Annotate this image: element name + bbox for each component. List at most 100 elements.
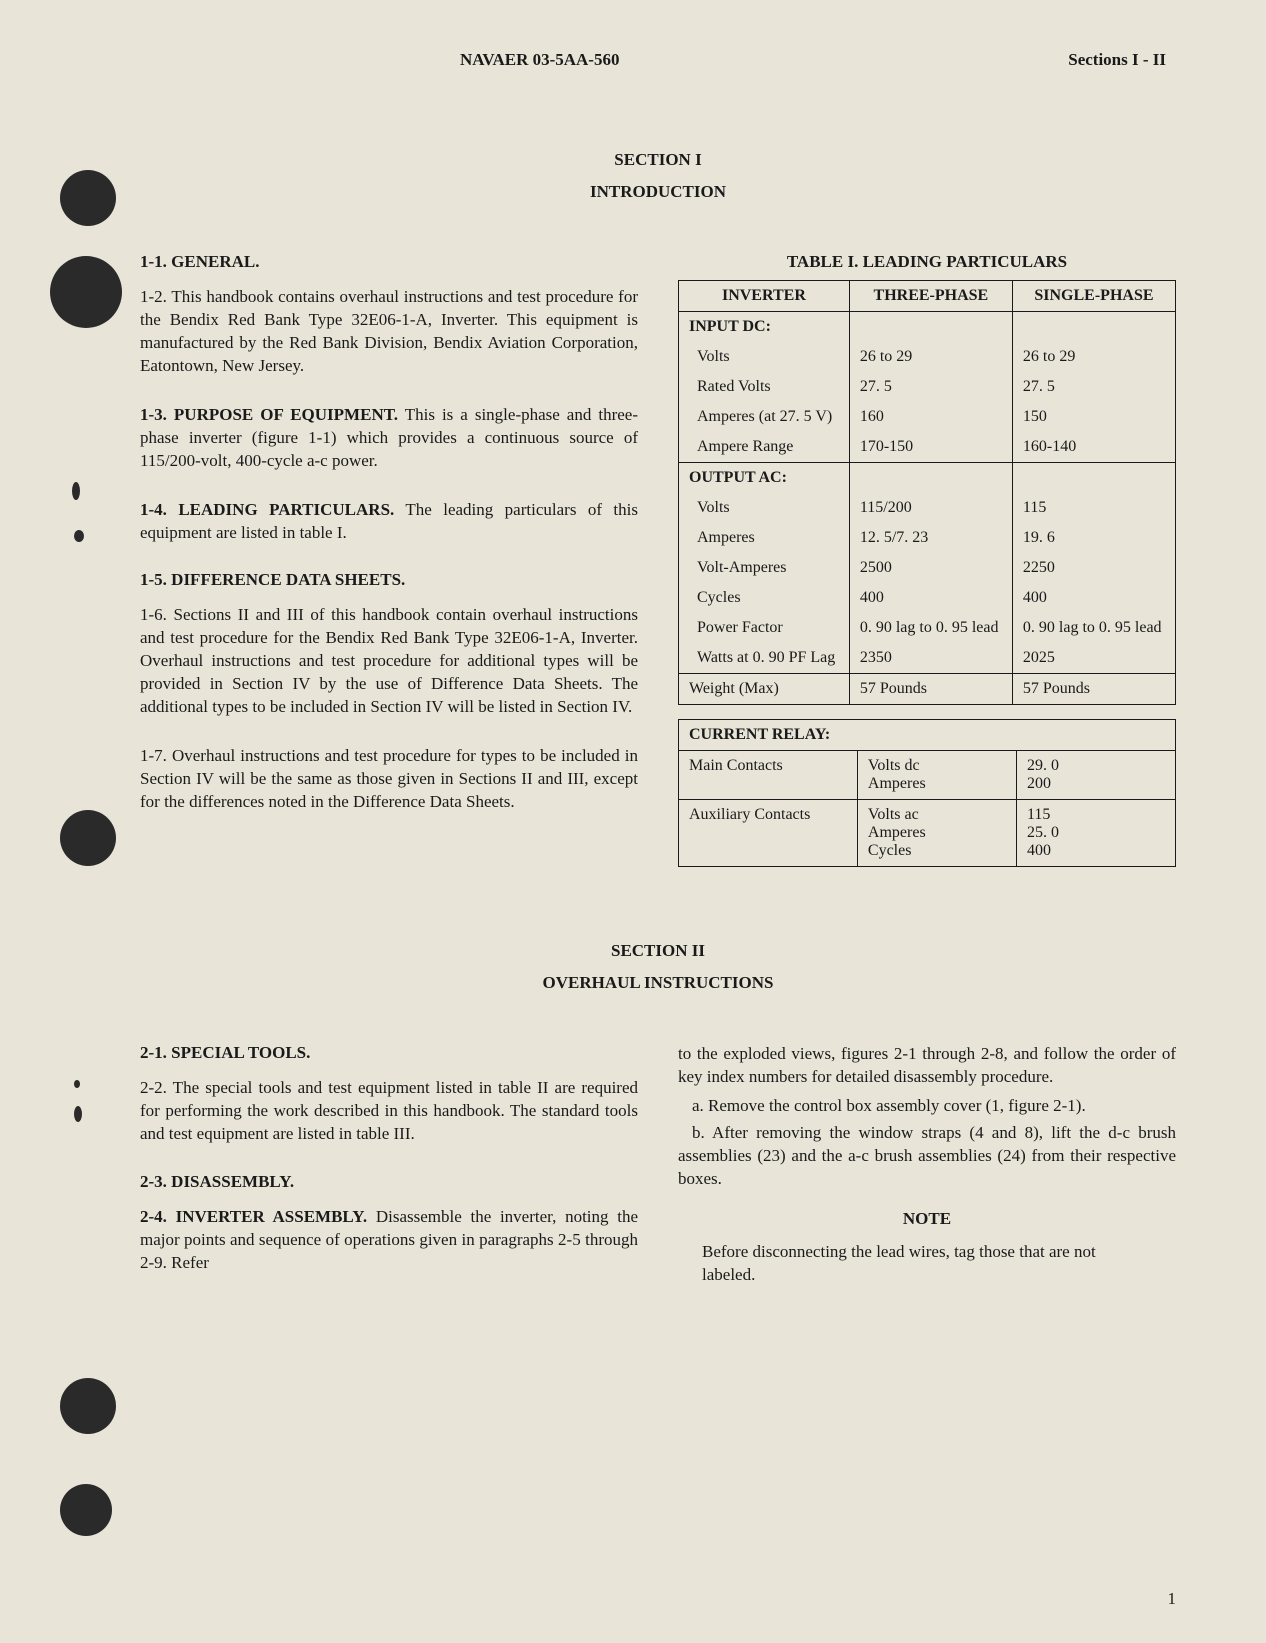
output-ac-section: OUTPUT AC: <box>679 463 850 494</box>
table-row: INPUT DC: <box>679 312 1176 343</box>
section-2-left-column: 2-1. SPECIAL TOOLS. 2-2. The special too… <box>140 1043 638 1287</box>
para-1-6: 1-6. Sections II and III of this handboo… <box>140 604 638 719</box>
cell-value: 0. 90 lag to 0. 95 lead <box>849 613 1012 643</box>
table-1-caption: TABLE I. LEADING PARTICULARS <box>678 252 1176 272</box>
cell-value: 170-150 <box>849 432 1012 463</box>
table-row: Amperes 12. 5/7. 23 19. 6 <box>679 523 1176 553</box>
cell-label: Volts <box>679 342 850 372</box>
table-row: Auxiliary Contacts Volts ac Amperes Cycl… <box>679 800 1176 867</box>
table-row: Ampere Range 170-150 160-140 <box>679 432 1176 463</box>
cell-value: 160-140 <box>1012 432 1175 463</box>
para-2-4-runin: 2-4. INVERTER ASSEMBLY. <box>140 1207 367 1226</box>
cell-label: Amperes <box>679 523 850 553</box>
para-1-1-heading: 1-1. GENERAL. <box>140 252 638 272</box>
cell-value: 115/200 <box>849 493 1012 523</box>
section-1-columns: 1-1. GENERAL. 1-2. This handbook contain… <box>140 252 1176 881</box>
step-b: b. After removing the window straps (4 a… <box>678 1122 1176 1191</box>
section-2-columns: 2-1. SPECIAL TOOLS. 2-2. The special too… <box>140 1043 1176 1287</box>
section-2-heading: SECTION II <box>140 941 1176 961</box>
cell-value: 2350 <box>849 643 1012 674</box>
section-range: Sections I - II <box>1068 50 1166 70</box>
para-1-4: 1-4. LEADING PARTICULARS. The leading pa… <box>140 499 638 545</box>
document-page: NAVAER 03-5AA-560 Sections I - II SECTIO… <box>0 0 1266 1387</box>
cell-value: Volts dc Amperes <box>857 751 1016 800</box>
table-row: Main Contacts Volts dc Amperes 29. 0 200 <box>679 751 1176 800</box>
cell-label: Rated Volts <box>679 372 850 402</box>
cell-value: 29. 0 200 <box>1016 751 1175 800</box>
cell-label: Ampere Range <box>679 432 850 463</box>
table-row: Volts 115/200 115 <box>679 493 1176 523</box>
table-2-current-relay: CURRENT RELAY: Main Contacts Volts dc Am… <box>678 719 1176 867</box>
cell-label: Amperes (at 27. 5 V) <box>679 402 850 432</box>
cell-value: Volts ac Amperes Cycles <box>857 800 1016 867</box>
table-row: Power Factor 0. 90 lag to 0. 95 lead 0. … <box>679 613 1176 643</box>
cell-value: 27. 5 <box>849 372 1012 402</box>
section-2-subheading: OVERHAUL INSTRUCTIONS <box>140 973 1176 993</box>
table-row: Rated Volts 27. 5 27. 5 <box>679 372 1176 402</box>
table-row: Weight (Max) 57 Pounds 57 Pounds <box>679 674 1176 705</box>
section-2-right-column: to the exploded views, figures 2-1 throu… <box>678 1043 1176 1287</box>
table-1-leading-particulars: INVERTER THREE-PHASE SINGLE-PHASE INPUT … <box>678 280 1176 705</box>
para-1-4-runin: 1-4. LEADING PARTICULARS. <box>140 500 394 519</box>
para-1-3-runin: 1-3. PURPOSE OF EQUIPMENT. <box>140 405 398 424</box>
cell-value: 2250 <box>1012 553 1175 583</box>
para-2-4: 2-4. INVERTER ASSEMBLY. Disassemble the … <box>140 1206 638 1275</box>
current-relay-section: CURRENT RELAY: <box>679 720 1176 751</box>
table-row: Watts at 0. 90 PF Lag 2350 2025 <box>679 643 1176 674</box>
cell-label: Power Factor <box>679 613 850 643</box>
punch-hole <box>60 1484 112 1536</box>
doc-id: NAVAER 03-5AA-560 <box>460 50 619 70</box>
page-header: NAVAER 03-5AA-560 Sections I - II <box>140 50 1176 70</box>
para-2-3-heading: 2-3. DISASSEMBLY. <box>140 1172 638 1192</box>
cell-value: 57 Pounds <box>849 674 1012 705</box>
para-1-2: 1-2. This handbook contains overhaul ins… <box>140 286 638 378</box>
para-2-4-continuation: to the exploded views, figures 2-1 throu… <box>678 1043 1176 1089</box>
para-2-2: 2-2. The special tools and test equipmen… <box>140 1077 638 1146</box>
cell-value: 150 <box>1012 402 1175 432</box>
table-row: Cycles 400 400 <box>679 583 1176 613</box>
table-row: Volt-Amperes 2500 2250 <box>679 553 1176 583</box>
page-number: 1 <box>1168 1589 1177 1609</box>
cell-label: Main Contacts <box>679 751 858 800</box>
cell-value: 0. 90 lag to 0. 95 lead <box>1012 613 1175 643</box>
cell-value: 2025 <box>1012 643 1175 674</box>
note-heading: NOTE <box>678 1209 1176 1229</box>
cell-label: Volt-Amperes <box>679 553 850 583</box>
note-body: Before disconnecting the lead wires, tag… <box>702 1241 1152 1287</box>
table-row: OUTPUT AC: <box>679 463 1176 494</box>
cell-value: 400 <box>849 583 1012 613</box>
cell-value: 26 to 29 <box>849 342 1012 372</box>
table-row: CURRENT RELAY: <box>679 720 1176 751</box>
cell-value: 27. 5 <box>1012 372 1175 402</box>
para-1-7: 1-7. Overhaul instructions and test proc… <box>140 745 638 814</box>
cell-value: 2500 <box>849 553 1012 583</box>
cell-value: 12. 5/7. 23 <box>849 523 1012 553</box>
cell-value: 26 to 29 <box>1012 342 1175 372</box>
cell-value: 19. 6 <box>1012 523 1175 553</box>
cell-label: Weight (Max) <box>679 674 850 705</box>
table-row: INVERTER THREE-PHASE SINGLE-PHASE <box>679 281 1176 312</box>
table-row: Amperes (at 27. 5 V) 160 150 <box>679 402 1176 432</box>
cell-value: 115 25. 0 400 <box>1016 800 1175 867</box>
col-header-single-phase: SINGLE-PHASE <box>1012 281 1175 312</box>
para-2-1-heading: 2-1. SPECIAL TOOLS. <box>140 1043 638 1063</box>
cell-value: 57 Pounds <box>1012 674 1175 705</box>
cell-value: 115 <box>1012 493 1175 523</box>
section-1-subheading: INTRODUCTION <box>140 182 1176 202</box>
cell-label: Auxiliary Contacts <box>679 800 858 867</box>
step-a: a. Remove the control box assembly cover… <box>678 1095 1176 1118</box>
cell-label: Volts <box>679 493 850 523</box>
cell-value: 400 <box>1012 583 1175 613</box>
section-1-left-column: 1-1. GENERAL. 1-2. This handbook contain… <box>140 252 638 881</box>
section-1-heading: SECTION I <box>140 150 1176 170</box>
table-row: Volts 26 to 29 26 to 29 <box>679 342 1176 372</box>
cell-label: Cycles <box>679 583 850 613</box>
para-1-3: 1-3. PURPOSE OF EQUIPMENT. This is a sin… <box>140 404 638 473</box>
col-header-three-phase: THREE-PHASE <box>849 281 1012 312</box>
section-1-right-column: TABLE I. LEADING PARTICULARS INVERTER TH… <box>678 252 1176 881</box>
cell-label: Watts at 0. 90 PF Lag <box>679 643 850 674</box>
input-dc-section: INPUT DC: <box>679 312 850 343</box>
col-header-inverter: INVERTER <box>679 281 850 312</box>
cell-value: 160 <box>849 402 1012 432</box>
para-1-5-heading: 1-5. DIFFERENCE DATA SHEETS. <box>140 570 638 590</box>
